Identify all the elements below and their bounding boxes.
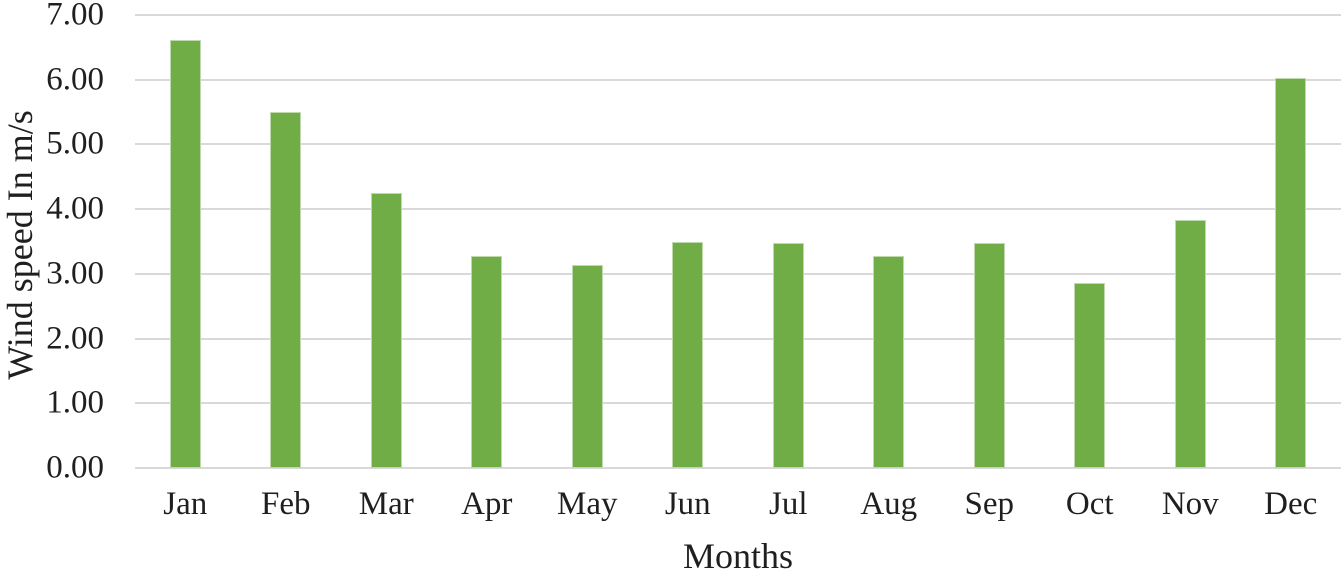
x-tick-label-aug: Aug: [860, 486, 918, 522]
y-tick-label: 7.00: [46, 0, 104, 33]
gridline-y-2.00: [135, 337, 1341, 340]
x-tick-label-oct: Oct: [1065, 486, 1114, 522]
bar-nov: [1174, 220, 1206, 468]
bar-jul: [772, 242, 804, 468]
y-tick-label: 5.00: [46, 125, 104, 162]
gridline-y-1.00: [135, 402, 1341, 405]
x-tick-label-sep: Sep: [964, 486, 1015, 522]
y-tick-label: 3.00: [46, 255, 104, 292]
x-tick-label-jan: Jan: [163, 486, 208, 522]
gridline-y-3.00: [135, 272, 1341, 275]
bar-mar: [370, 192, 402, 468]
x-tick-label-jun: Jun: [664, 486, 711, 522]
bar-aug: [873, 256, 905, 468]
gridline-y-7.00: [135, 14, 1341, 16]
bar-apr: [471, 255, 503, 468]
bar-feb: [270, 112, 302, 468]
gridline-y-0.00: [135, 467, 1341, 469]
x-tick-label-nov: Nov: [1161, 486, 1219, 522]
plot-area: [135, 14, 1341, 469]
gridline-y-4.00: [135, 208, 1341, 211]
gridline-y-5.00: [135, 143, 1341, 146]
bar-oct: [1074, 282, 1106, 468]
bar-jan: [169, 40, 201, 468]
y-tick-label: 6.00: [46, 61, 104, 98]
x-axis-title: Months: [682, 536, 794, 576]
x-tick-label-feb: Feb: [261, 486, 311, 522]
x-tick-label-may: May: [557, 486, 618, 522]
x-tick-label-apr: Apr: [461, 486, 513, 522]
y-tick-label: 2.00: [46, 320, 104, 357]
x-tick-label-mar: Mar: [358, 486, 414, 522]
bar-jun: [672, 241, 704, 468]
y-tick-label: 1.00: [46, 384, 104, 421]
x-tick-label-dec: Dec: [1264, 486, 1318, 522]
bar-dec: [1275, 78, 1307, 468]
x-tick-label-jul: Jul: [768, 486, 808, 522]
gridline-y-6.00: [135, 78, 1341, 81]
y-tick-label: 4.00: [46, 190, 104, 227]
bar-may: [571, 265, 603, 468]
y-tick-label: 0.00: [46, 449, 104, 486]
bar-sep: [973, 243, 1005, 468]
